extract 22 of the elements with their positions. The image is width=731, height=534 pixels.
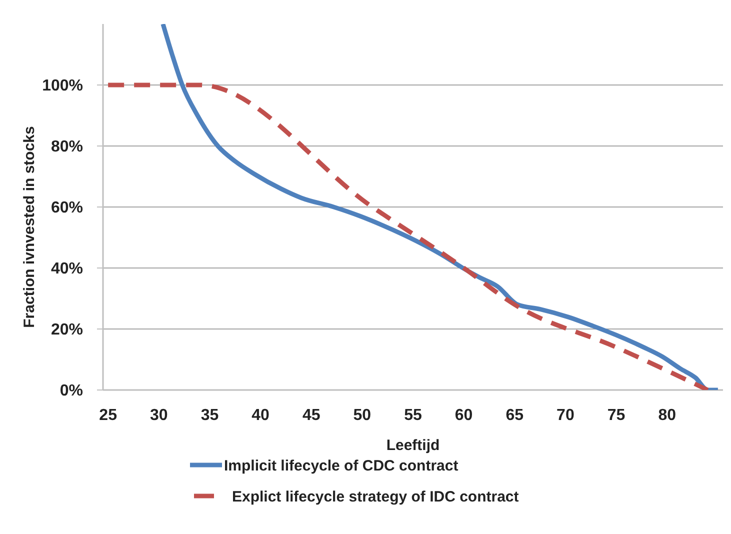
y-axis-title: Fraction ivnvested in stocks <box>21 126 38 328</box>
x-tick-label: 45 <box>302 407 320 424</box>
y-tick-label: 0% <box>60 382 83 400</box>
x-tick-label: 75 <box>607 407 626 424</box>
legend-label: Explict lifecycle strategy of IDC contract <box>232 488 519 506</box>
x-tick-label: 60 <box>454 407 473 424</box>
x-tick-label: 50 <box>353 407 372 424</box>
x-tick-label: 35 <box>200 407 219 424</box>
legend-label: Implicit lifecycle of CDC contract <box>224 457 458 474</box>
y-tick-label: 80% <box>50 138 83 156</box>
x-tick-label: 80 <box>658 407 676 424</box>
x-tick-label: 40 <box>252 407 270 424</box>
x-tick-label: 25 <box>99 407 118 424</box>
x-axis-title: Leeftijd <box>386 437 440 454</box>
x-tick-label: 30 <box>150 407 168 424</box>
y-tick-label: 100% <box>42 78 83 95</box>
x-tick-label: 55 <box>404 407 422 424</box>
y-tick-label: 20% <box>50 322 83 339</box>
x-tick-label: 65 <box>506 407 524 424</box>
x-tick-label: 70 <box>556 407 574 424</box>
y-tick-label: 40% <box>50 260 83 278</box>
y-tick-label: 60% <box>50 200 83 217</box>
